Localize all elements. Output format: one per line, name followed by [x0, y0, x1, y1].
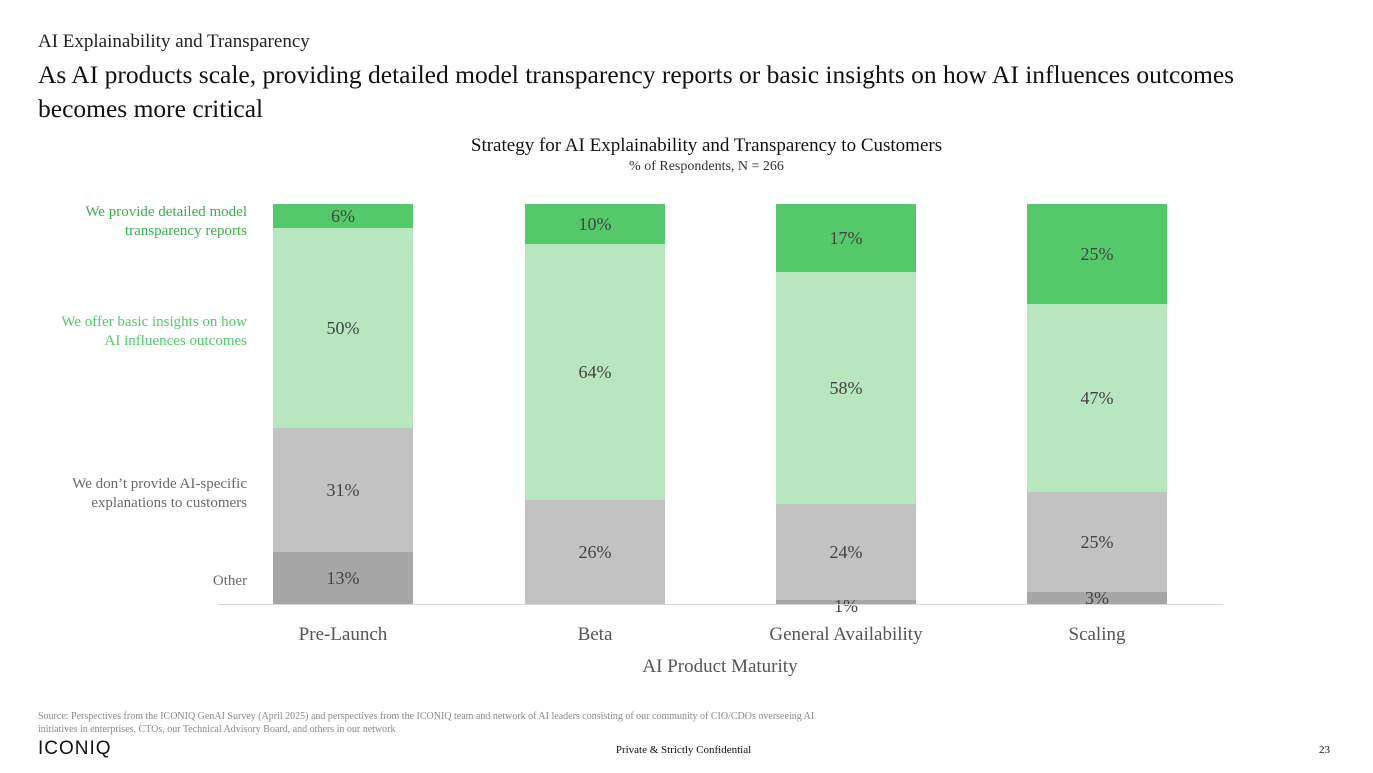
- x-axis-title: AI Product Maturity: [642, 656, 798, 677]
- data-label-scaling-we-offer-basic-insights-on-how-ai-influences-outcomes: 47%: [1081, 388, 1114, 408]
- data-label-pre-launch-other: 13%: [327, 568, 360, 588]
- legend-label-line: AI influences outcomes: [105, 333, 248, 349]
- legend-label-line: Other: [213, 573, 247, 589]
- legend-label-line: We provide detailed model: [85, 204, 247, 220]
- data-label-general-availability-we-provide-detailed-model-transparency-reports: 17%: [830, 228, 863, 248]
- bar-segment-pre-launch-we-don-t-provide-ai-specific-explanations-to-customers: [273, 428, 413, 552]
- bar-segment-pre-launch-other: [273, 552, 413, 604]
- bar-segment-general-availability-other: [776, 600, 916, 604]
- data-label-scaling-we-provide-detailed-model-transparency-reports: 25%: [1081, 244, 1114, 264]
- bar-segment-scaling-we-offer-basic-insights-on-how-ai-influences-outcomes: [1027, 304, 1167, 492]
- bar-segment-general-availability-we-provide-detailed-model-transparency-reports: [776, 204, 916, 272]
- source-footnote: Source: Perspectives from the ICONIQ Gen…: [38, 711, 815, 735]
- data-label-beta-we-offer-basic-insights-on-how-ai-influences-outcomes: 64%: [579, 362, 612, 382]
- bar-segment-pre-launch-we-provide-detailed-model-transparency-reports: [273, 204, 413, 228]
- legend-label-other: Other: [213, 573, 247, 589]
- stacked-bar-chart: 13% 31% 50% 6% 26% 64% 10% 1% 24% 58% 17% 3% 25% 47% 2…: [61, 204, 1223, 677]
- section-eyebrow: AI Explainability and Transparency: [38, 31, 310, 52]
- bar-segment-scaling-we-don-t-provide-ai-specific-explanations-to-customers: [1027, 492, 1167, 592]
- x-tick-label-scaling: Scaling: [1069, 624, 1126, 645]
- data-label-pre-launch-we-provide-detailed-model-transparency-reports: 6%: [331, 206, 355, 226]
- bar-segment-general-availability-we-offer-basic-insights-on-how-ai-influences-outcomes: [776, 272, 916, 504]
- bar-segment-general-availability-we-don-t-provide-ai-specific-explanations-to-customers: [776, 504, 916, 600]
- bar-segment-beta-we-provide-detailed-model-transparency-reports: [525, 204, 665, 244]
- x-tick-label-beta: Beta: [578, 624, 613, 645]
- data-label-general-availability-we-offer-basic-insights-on-how-ai-influences-outcomes: 58%: [830, 378, 863, 398]
- legend-label-line: explanations to customers: [91, 495, 247, 511]
- confidentiality-notice: Private & Strictly Confidential: [615, 744, 752, 756]
- data-label-beta-we-don-t-provide-ai-specific-explanations-to-customers: 26%: [579, 542, 612, 562]
- chart-subtitle: % of Respondents, N = 266: [629, 159, 784, 174]
- chart-title: Strategy for AI Explainability and Trans…: [470, 135, 943, 156]
- data-label-beta-we-provide-detailed-model-transparency-reports: 10%: [579, 214, 612, 234]
- bar-segment-scaling-other: [1027, 592, 1167, 604]
- x-tick-label-general-availability: General Availability: [769, 624, 923, 645]
- legend-label-line: transparency reports: [125, 223, 247, 239]
- company-logo: ICONIQ: [38, 738, 112, 759]
- x-tick-label-pre-launch: Pre-Launch: [299, 624, 388, 645]
- data-label-pre-launch-we-don-t-provide-ai-specific-explanations-to-customers: 31%: [327, 480, 360, 500]
- page-number: 23: [1319, 744, 1330, 756]
- page-headline: As AI products scale, providing detailed…: [38, 60, 1235, 123]
- data-label-pre-launch-we-offer-basic-insights-on-how-ai-influences-outcomes: 50%: [327, 318, 360, 338]
- data-label-scaling-other: 3%: [1085, 588, 1109, 608]
- bar-segment-pre-launch-we-offer-basic-insights-on-how-ai-influences-outcomes: [273, 228, 413, 428]
- data-label-general-availability-we-don-t-provide-ai-specific-explanations-to-customers: 24%: [830, 542, 863, 562]
- data-label-scaling-we-don-t-provide-ai-specific-explanations-to-customers: 25%: [1081, 532, 1114, 552]
- legend-label-line: We don’t provide AI-specific: [72, 476, 247, 492]
- data-label-general-availability-other: 1%: [834, 596, 858, 616]
- legend-label-line: We offer basic insights on how: [61, 314, 247, 330]
- bar-segment-beta-we-don-t-provide-ai-specific-explanations-to-customers: [525, 500, 665, 604]
- legend-label-we-offer-basic-insights-on-how-ai-influences-outcomes: We offer basic insights on how AI influen…: [61, 314, 247, 349]
- legend-label-we-provide-detailed-model-transparency-reports: We provide detailed model transparency re…: [85, 204, 247, 239]
- bar-segment-beta-we-offer-basic-insights-on-how-ai-influences-outcomes: [525, 244, 665, 500]
- bar-segment-scaling-we-provide-detailed-model-transparency-reports: [1027, 204, 1167, 304]
- legend-label-we-don-t-provide-ai-specific-explanations-to-customers: We don’t provide AI-specific explanations…: [72, 476, 247, 511]
